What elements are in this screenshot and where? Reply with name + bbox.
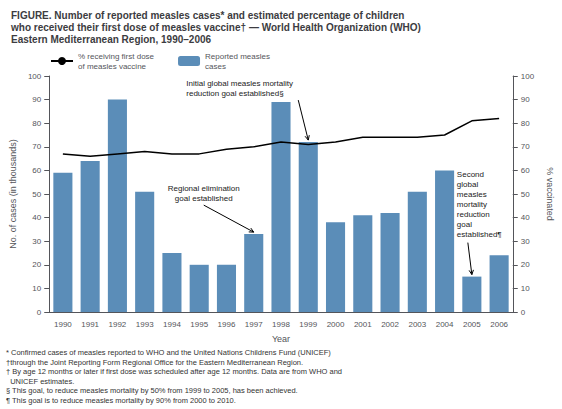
- svg-text:reduction goal established§: reduction goal established§: [186, 89, 283, 98]
- svg-text:40: 40: [521, 213, 530, 222]
- svg-text:1993: 1993: [136, 320, 154, 329]
- svg-text:50: 50: [521, 190, 530, 199]
- svg-text:mortality: mortality: [457, 200, 487, 209]
- svg-text:10: 10: [32, 284, 41, 293]
- svg-text:goal established: goal established: [175, 194, 233, 203]
- svg-text:40: 40: [32, 213, 41, 222]
- svg-text:2001: 2001: [354, 320, 372, 329]
- svg-text:Eastern Mediterranean Region,: Eastern Mediterranean Region, 1990–2006: [11, 34, 212, 45]
- svg-text:100: 100: [28, 72, 42, 81]
- svg-text:70: 70: [32, 142, 41, 151]
- svg-text:measles: measles: [457, 190, 487, 199]
- svg-text:90: 90: [32, 95, 41, 104]
- svg-text:Regional elimination: Regional elimination: [168, 184, 240, 193]
- svg-text:cases: cases: [205, 62, 226, 71]
- svg-text:reduction: reduction: [457, 210, 490, 219]
- svg-text:FIGURE. Number of reported mea: FIGURE. Number of reported measles cases…: [11, 10, 404, 21]
- svg-text:30: 30: [32, 237, 41, 246]
- svg-text:2000: 2000: [327, 320, 345, 329]
- svg-text:* Confirmed cases of measles r: * Confirmed cases of measles reported to…: [6, 348, 331, 357]
- svg-text:1994: 1994: [163, 320, 181, 329]
- svg-text:Year: Year: [272, 334, 290, 344]
- svg-text:2002: 2002: [381, 320, 399, 329]
- svg-text:1997: 1997: [245, 320, 263, 329]
- svg-text:70: 70: [521, 142, 530, 151]
- svg-text:80: 80: [521, 119, 530, 128]
- svg-text:60: 60: [521, 166, 530, 175]
- svg-text:1999: 1999: [299, 320, 317, 329]
- svg-text:¶ This goal is to reduce measl: ¶ This goal is to reduce measles mortali…: [6, 396, 236, 405]
- svg-text:UNICEF estimates.: UNICEF estimates.: [6, 377, 74, 386]
- svg-text:100: 100: [521, 72, 535, 81]
- svg-text:Second: Second: [457, 170, 484, 179]
- svg-text:2005: 2005: [463, 320, 481, 329]
- svg-text:90: 90: [521, 95, 530, 104]
- svg-text:goal: goal: [457, 220, 472, 229]
- svg-text:1995: 1995: [190, 320, 208, 329]
- svg-text:2003: 2003: [408, 320, 426, 329]
- svg-text:50: 50: [32, 190, 41, 199]
- svg-text:Initial global measles mortali: Initial global measles mortality: [186, 79, 293, 88]
- svg-text:global: global: [457, 180, 479, 189]
- svg-text:% vaccinated: % vaccinated: [545, 167, 555, 221]
- svg-text:20: 20: [32, 260, 41, 269]
- svg-text:†through the Joint Reporting F: †through the Joint Reporting Form Region…: [6, 358, 303, 367]
- svg-text:Reported measles: Reported measles: [205, 52, 270, 61]
- svg-text:who received their first dose: who received their first dose of measles…: [10, 22, 421, 33]
- svg-text:2004: 2004: [436, 320, 454, 329]
- svg-text:1996: 1996: [218, 320, 236, 329]
- svg-text:% receiving first dose: % receiving first dose: [78, 52, 155, 61]
- svg-text:0: 0: [521, 308, 526, 317]
- svg-text:2006: 2006: [490, 320, 508, 329]
- svg-text:20: 20: [521, 260, 530, 269]
- svg-text:10: 10: [521, 284, 530, 293]
- svg-text:established¶: established¶: [457, 230, 502, 239]
- svg-text:30: 30: [521, 237, 530, 246]
- svg-text:0: 0: [37, 308, 42, 317]
- svg-text:† By age 12 months or later if: † By age 12 months or later if first dos…: [6, 367, 342, 376]
- svg-text:1990: 1990: [54, 320, 72, 329]
- svg-text:1998: 1998: [272, 320, 290, 329]
- svg-text:No. of cases (in thousands): No. of cases (in thousands): [8, 139, 18, 249]
- svg-text:60: 60: [32, 166, 41, 175]
- svg-text:§ This goal, to reduce measles: § This goal, to reduce measles mortality…: [6, 386, 298, 395]
- svg-text:1991: 1991: [81, 320, 99, 329]
- svg-text:1992: 1992: [109, 320, 127, 329]
- svg-text:of measles vaccine: of measles vaccine: [78, 62, 147, 71]
- svg-text:80: 80: [32, 119, 41, 128]
